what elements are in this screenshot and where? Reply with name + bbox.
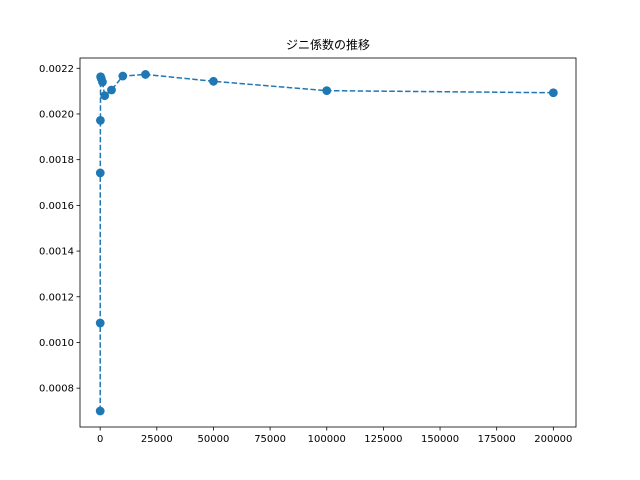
data-point bbox=[118, 71, 128, 81]
y-tick-label: 0.0010 bbox=[39, 338, 74, 349]
x-tick-label: 200000 bbox=[534, 434, 572, 445]
x-axis: 0 25000 50000 75000 100000 125000 150000 175000… bbox=[97, 427, 572, 445]
data-point bbox=[107, 85, 116, 95]
data-point bbox=[95, 318, 105, 328]
y-tick-label: 0.0022 bbox=[39, 64, 74, 75]
data-point bbox=[548, 88, 558, 98]
data-point bbox=[98, 77, 107, 87]
x-tick-label: 75000 bbox=[254, 434, 286, 445]
chart-title: ジニ係数の推移 bbox=[286, 37, 370, 52]
series-line bbox=[99, 73, 554, 412]
x-tick-label: 125000 bbox=[364, 434, 402, 445]
plot-area bbox=[95, 70, 558, 416]
data-point bbox=[100, 91, 110, 101]
x-tick-label: 100000 bbox=[308, 434, 346, 445]
x-tick-label: 150000 bbox=[421, 434, 459, 445]
y-tick-label: 0.0020 bbox=[39, 109, 74, 120]
data-point bbox=[209, 76, 218, 86]
y-axis: 0.0008 0.0010 0.0012 0.0014 0.0016 0.0018 0.00… bbox=[39, 64, 80, 395]
y-tick-label: 0.0012 bbox=[39, 292, 74, 303]
x-tick-label: 0 bbox=[97, 434, 103, 445]
axes-frame bbox=[79, 57, 577, 428]
data-point bbox=[95, 115, 105, 125]
data-point bbox=[322, 86, 332, 96]
data-point bbox=[95, 168, 105, 178]
data-point bbox=[141, 70, 150, 79]
data-point bbox=[95, 406, 105, 416]
x-tick-label: 50000 bbox=[198, 434, 230, 445]
y-tick-label: 0.0018 bbox=[39, 155, 74, 166]
y-tick-label: 0.0008 bbox=[39, 384, 74, 395]
x-tick-label: 25000 bbox=[141, 434, 173, 445]
x-tick-label: 175000 bbox=[478, 434, 516, 445]
y-tick-label: 0.0014 bbox=[39, 247, 74, 258]
y-tick-label: 0.0016 bbox=[39, 201, 74, 212]
